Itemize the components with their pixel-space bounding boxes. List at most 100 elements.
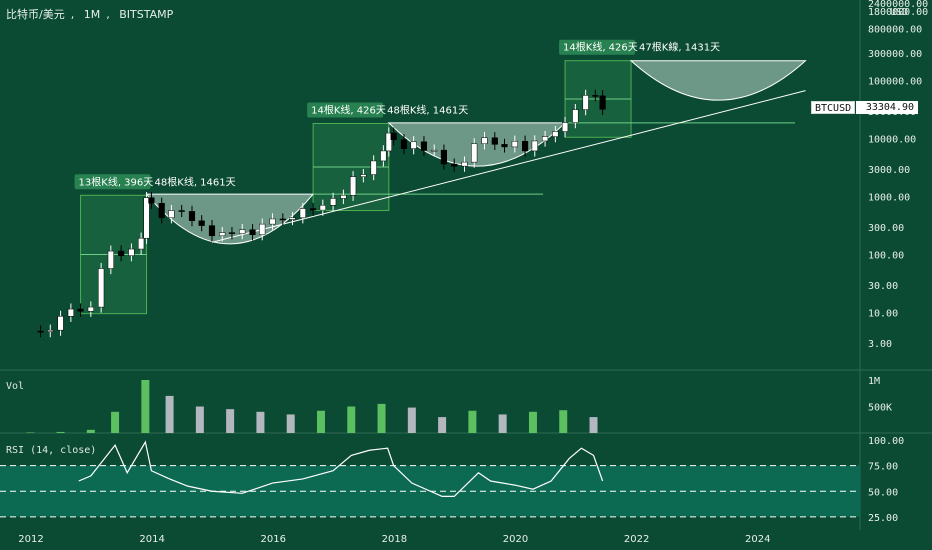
candle [98,268,105,308]
candle [289,217,296,220]
price-tick-label: 1800000.00 [868,7,928,18]
candle [350,176,357,196]
candle [522,140,529,152]
price-tick-label: 30.00 [868,281,898,292]
price-tick-label: 100.00 [868,251,904,262]
candle [481,137,488,145]
price-tick-label: 2400000.00 [868,0,928,10]
candle [107,250,114,269]
year-tick-label: 2024 [745,534,770,545]
price-tick-label: 300.00 [868,223,904,234]
cycle-arc-3 [629,60,807,101]
candle [259,223,266,235]
volume-bar [316,410,325,433]
price-tick-label: 100000.00 [868,77,922,88]
candle [410,141,417,149]
annotation-badge-text: 14根K线, 426天 [563,41,638,54]
volume-bar [589,417,598,433]
candle [47,329,54,332]
candle [431,149,438,152]
candle [330,198,337,206]
candle [188,211,196,222]
candle [552,131,559,137]
year-tick-label: 2016 [261,534,286,545]
candle [531,140,538,152]
candle [299,208,306,219]
candle [541,136,549,142]
volume-tick-label: 1M [868,376,880,387]
candle [128,248,135,256]
volume-bar [86,429,95,433]
price-tick-label: 3.00 [868,339,892,350]
price-tick-label: 10000.00 [868,135,916,146]
volume-bar [468,410,477,433]
candle [561,122,569,132]
candle [269,218,276,225]
candle [138,237,145,250]
candle [239,229,246,234]
candle [37,330,44,333]
volume-bar [438,417,447,433]
volume-bar [407,407,416,433]
candle [360,174,367,177]
candle [440,149,448,165]
volume-bar [111,411,120,433]
candle [420,141,428,151]
annotation-badge-text: 14根K线, 426天 [311,104,386,117]
candle [279,218,286,221]
price-tick-label: 3000.00 [868,165,910,176]
candle [511,140,518,148]
candle [168,210,175,219]
volume-bar [256,411,265,433]
volume-bar [165,395,174,433]
annotation-side-text: 48根K线, 1461天 [155,175,236,188]
year-tick-label: 2012 [18,534,43,545]
candle [461,161,468,167]
symbol-label[interactable]: 比特币/美元 [6,8,65,21]
rsi-label: RSI (14, close) [6,445,97,456]
candle [471,143,478,163]
candle [143,197,150,239]
rsi-tick-label: 25.00 [868,513,898,524]
candle [340,195,347,199]
price-badge: BTCUSD 33304.90 [811,101,918,114]
candle [249,229,256,235]
candle [87,306,94,312]
exchange-label: BITSTAMP [119,8,174,21]
candle [380,150,387,162]
year-tick-label: 2020 [503,534,528,545]
candle [178,210,185,212]
price-tick-label: 10.00 [868,309,898,320]
volume-bar [559,410,568,433]
price-tick-label: 1000.00 [868,193,910,204]
candle [385,132,392,152]
volume-tick-label: 500K [868,403,892,414]
year-tick-label: 2018 [382,534,407,545]
candle [390,132,397,140]
candle [592,95,599,97]
candle [118,250,125,256]
candle [491,137,498,145]
price-badge-value: 33304.90 [856,101,918,114]
candle [148,197,155,204]
candle [228,232,236,234]
candle [219,232,226,237]
volume-bar [528,411,537,433]
price-tick-label: 800000.00 [868,24,922,35]
candle [77,308,84,312]
volume-bar [347,406,356,433]
volume-bar [56,431,65,433]
volume-bar [141,380,150,433]
annotation-badge-3 [559,39,636,55]
candle [572,109,579,123]
candle [310,208,317,211]
candle [370,160,377,175]
price-tick-label: 300000.00 [868,49,922,60]
annotation-side-text: 48根K线, 1461天 [387,104,468,117]
candle [67,308,74,317]
year-tick-label: 2014 [139,534,164,545]
interval-label[interactable]: 1M [83,8,101,21]
volume-bar [377,403,386,433]
